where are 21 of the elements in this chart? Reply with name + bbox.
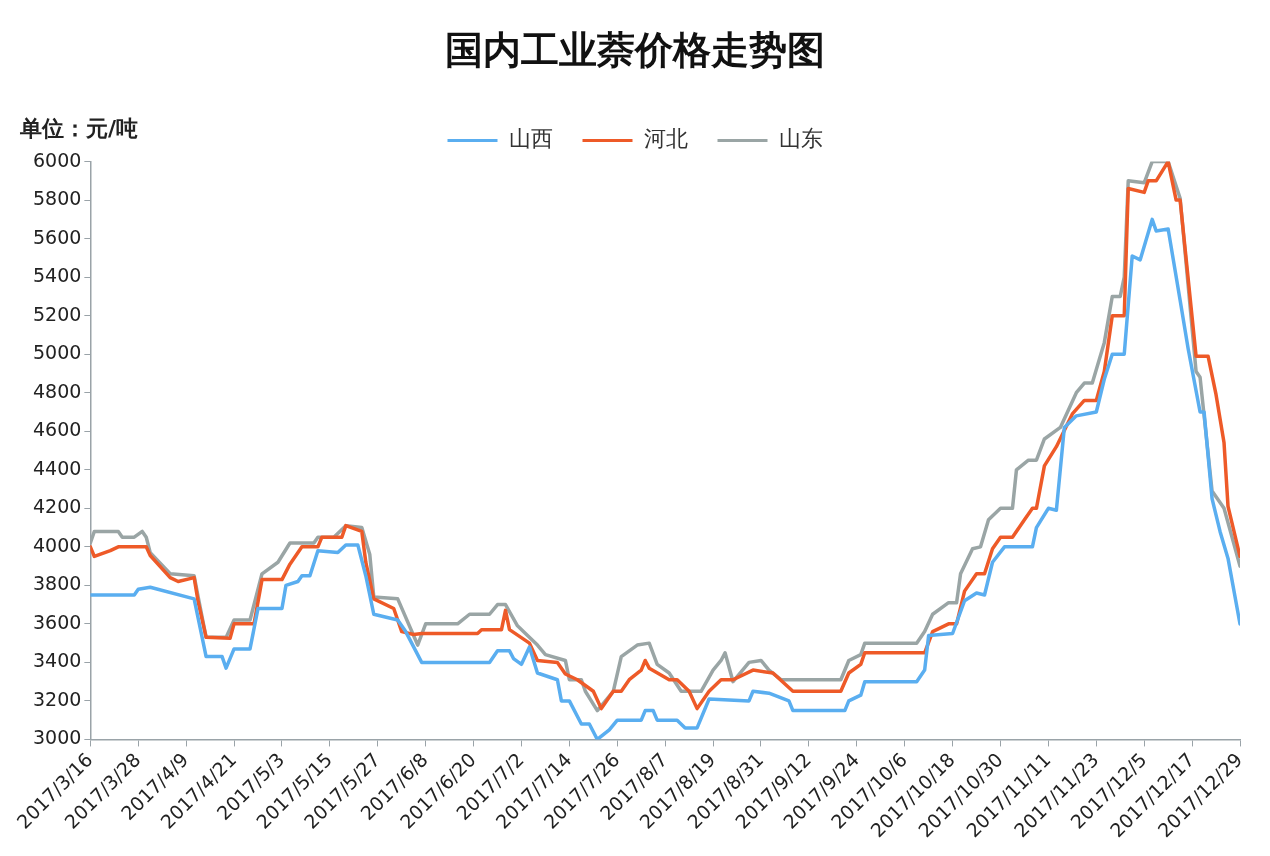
legend-label: 山西	[508, 126, 553, 152]
y-tick-label: 5000	[32, 341, 82, 364]
text: 单位：元/吨	[19, 115, 139, 141]
chart-title: 国内工业萘价格走势图	[445, 27, 825, 72]
y-tick-label: 6000	[32, 148, 82, 171]
y-tick-label: 3000	[32, 726, 82, 749]
y-tick-label: 5400	[32, 264, 82, 287]
y-tick-label: 4800	[32, 379, 82, 402]
y-tick-label: 5200	[32, 302, 82, 325]
y-tick-label: 3200	[32, 687, 82, 710]
y-tick-label: 3600	[32, 610, 82, 633]
legend-label: 山东	[778, 126, 823, 152]
y-tick-label: 3800	[32, 572, 82, 595]
legend-label: 河北	[643, 126, 688, 152]
y-tick-label: 4600	[32, 418, 82, 441]
y-tick-label: 3400	[32, 649, 82, 672]
y-tick-label: 4400	[32, 456, 82, 479]
y-tick-label: 5800	[32, 187, 82, 210]
y-tick-label: 4000	[32, 533, 82, 556]
y-tick-label: 4200	[32, 495, 82, 518]
y-tick-label: 5600	[32, 225, 82, 248]
